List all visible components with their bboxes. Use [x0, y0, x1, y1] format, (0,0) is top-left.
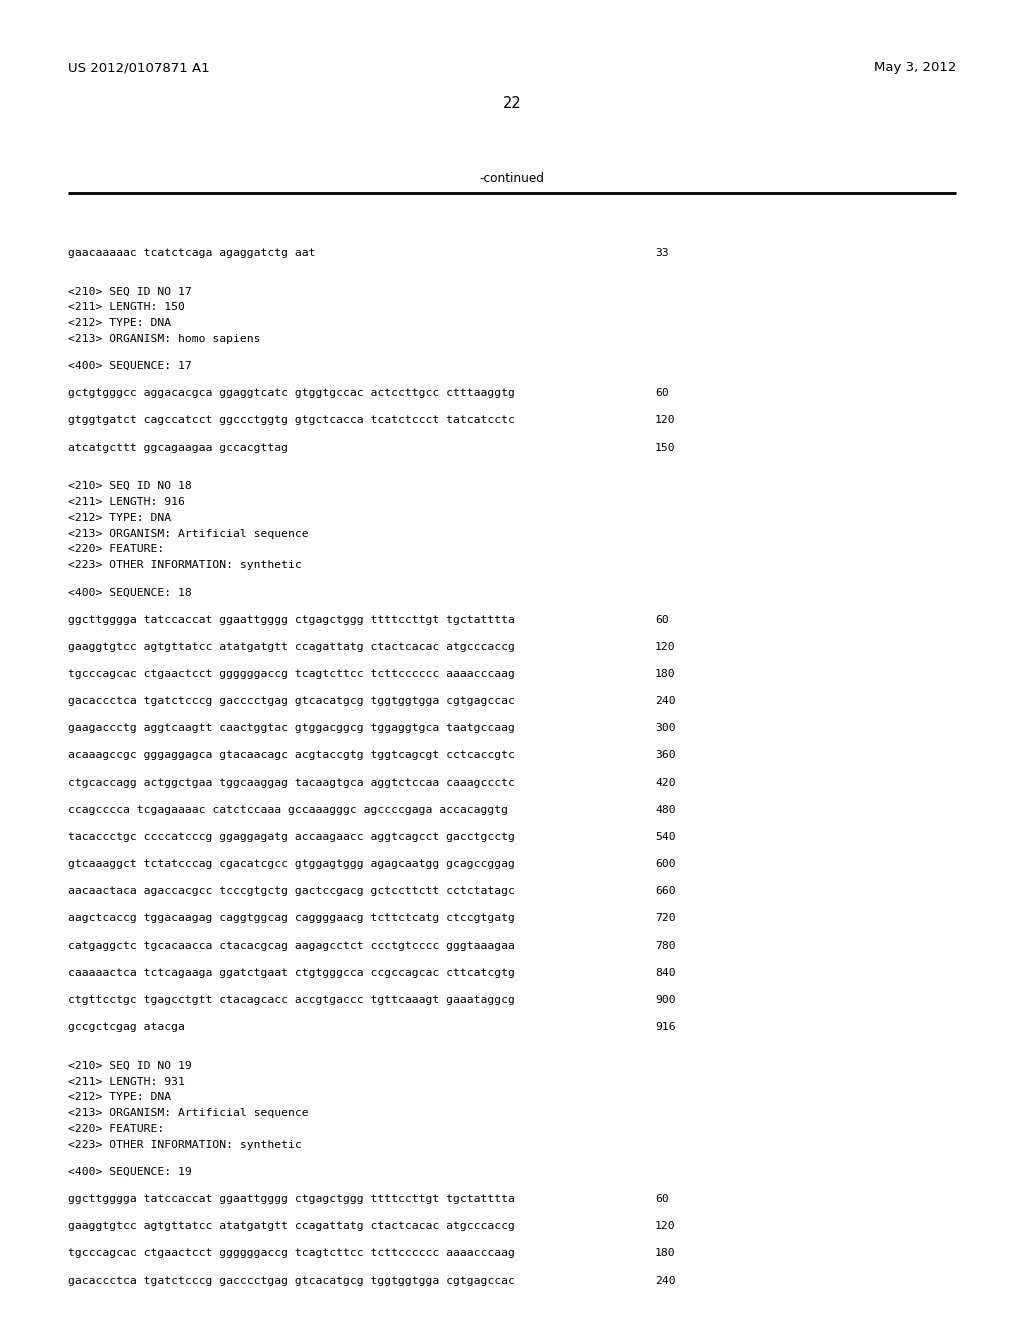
Text: 300: 300	[655, 723, 676, 734]
Text: caaaaactca tctcagaaga ggatctgaat ctgtgggcca ccgccagcac cttcatcgtg: caaaaactca tctcagaaga ggatctgaat ctgtggg…	[68, 968, 515, 978]
Text: <211> LENGTH: 916: <211> LENGTH: 916	[68, 498, 185, 507]
Text: 180: 180	[655, 669, 676, 678]
Text: tgcccagcac ctgaactcct ggggggaccg tcagtcttcc tcttcccccc aaaacccaag: tgcccagcac ctgaactcct ggggggaccg tcagtct…	[68, 669, 515, 678]
Text: gctgtgggcc aggacacgca ggaggtcatc gtggtgccac actccttgcc ctttaaggtg: gctgtgggcc aggacacgca ggaggtcatc gtggtgc…	[68, 388, 515, 399]
Text: tacaccctgc ccccatcccg ggaggagatg accaagaacc aggtcagcct gacctgcctg: tacaccctgc ccccatcccg ggaggagatg accaaga…	[68, 832, 515, 842]
Text: 120: 120	[655, 1221, 676, 1232]
Text: atcatgcttt ggcagaagaa gccacgttag: atcatgcttt ggcagaagaa gccacgttag	[68, 442, 288, 453]
Text: acaaagccgc gggaggagca gtacaacagc acgtaccgtg tggtcagcgt cctcaccgtc: acaaagccgc gggaggagca gtacaacagc acgtacc…	[68, 751, 515, 760]
Text: 840: 840	[655, 968, 676, 978]
Text: gccgctcgag atacga: gccgctcgag atacga	[68, 1022, 185, 1032]
Text: <220> FEATURE:: <220> FEATURE:	[68, 544, 164, 554]
Text: aagctcaccg tggacaagag caggtggcag caggggaacg tcttctcatg ctccgtgatg: aagctcaccg tggacaagag caggtggcag cagggga…	[68, 913, 515, 924]
Text: 360: 360	[655, 751, 676, 760]
Text: gaagaccctg aggtcaagtt caactggtac gtggacggcg tggaggtgca taatgccaag: gaagaccctg aggtcaagtt caactggtac gtggacg…	[68, 723, 515, 734]
Text: aacaactaca agaccacgcc tcccgtgctg gactccgacg gctccttctt cctctatagc: aacaactaca agaccacgcc tcccgtgctg gactccg…	[68, 886, 515, 896]
Text: <213> ORGANISM: Artificial sequence: <213> ORGANISM: Artificial sequence	[68, 528, 308, 539]
Text: 22: 22	[503, 95, 521, 111]
Text: <400> SEQUENCE: 19: <400> SEQUENCE: 19	[68, 1167, 191, 1177]
Text: ctgcaccagg actggctgaa tggcaaggag tacaagtgca aggtctccaa caaagccctc: ctgcaccagg actggctgaa tggcaaggag tacaagt…	[68, 777, 515, 788]
Text: gtggtgatct cagccatcct ggccctggtg gtgctcacca tcatctccct tatcatcctc: gtggtgatct cagccatcct ggccctggtg gtgctca…	[68, 416, 515, 425]
Text: -continued: -continued	[479, 172, 545, 185]
Text: 120: 120	[655, 416, 676, 425]
Text: 120: 120	[655, 642, 676, 652]
Text: <400> SEQUENCE: 18: <400> SEQUENCE: 18	[68, 587, 191, 598]
Text: May 3, 2012: May 3, 2012	[873, 62, 956, 74]
Text: <210> SEQ ID NO 19: <210> SEQ ID NO 19	[68, 1061, 191, 1071]
Text: ggcttgggga tatccaccat ggaattgggg ctgagctggg ttttccttgt tgctatttta: ggcttgggga tatccaccat ggaattgggg ctgagct…	[68, 1195, 515, 1204]
Text: ctgttcctgc tgagcctgtt ctacagcacc accgtgaccc tgttcaaagt gaaataggcg: ctgttcctgc tgagcctgtt ctacagcacc accgtga…	[68, 995, 515, 1005]
Text: 780: 780	[655, 941, 676, 950]
Text: gacaccctca tgatctcccg gacccctgag gtcacatgcg tggtggtgga cgtgagccac: gacaccctca tgatctcccg gacccctgag gtcacat…	[68, 1275, 515, 1286]
Text: 420: 420	[655, 777, 676, 788]
Text: gtcaaaggct tctatcccag cgacatcgcc gtggagtggg agagcaatgg gcagccggag: gtcaaaggct tctatcccag cgacatcgcc gtggagt…	[68, 859, 515, 869]
Text: catgaggctc tgcacaacca ctacacgcag aagagcctct ccctgtcccc gggtaaagaa: catgaggctc tgcacaacca ctacacgcag aagagcc…	[68, 941, 515, 950]
Text: <400> SEQUENCE: 17: <400> SEQUENCE: 17	[68, 362, 191, 371]
Text: 900: 900	[655, 995, 676, 1005]
Text: 660: 660	[655, 886, 676, 896]
Text: <213> ORGANISM: homo sapiens: <213> ORGANISM: homo sapiens	[68, 334, 260, 345]
Text: gaaggtgtcc agtgttatcc atatgatgtt ccagattatg ctactcacac atgcccaccg: gaaggtgtcc agtgttatcc atatgatgtt ccagatt…	[68, 1221, 515, 1232]
Text: <212> TYPE: DNA: <212> TYPE: DNA	[68, 318, 171, 329]
Text: <223> OTHER INFORMATION: synthetic: <223> OTHER INFORMATION: synthetic	[68, 560, 302, 570]
Text: ccagcccca tcgagaaaac catctccaaa gccaaagggc agccccgaga accacaggtg: ccagcccca tcgagaaaac catctccaaa gccaaagg…	[68, 805, 508, 814]
Text: 180: 180	[655, 1249, 676, 1258]
Text: 916: 916	[655, 1022, 676, 1032]
Text: <213> ORGANISM: Artificial sequence: <213> ORGANISM: Artificial sequence	[68, 1109, 308, 1118]
Text: tgcccagcac ctgaactcct ggggggaccg tcagtcttcc tcttcccccc aaaacccaag: tgcccagcac ctgaactcct ggggggaccg tcagtct…	[68, 1249, 515, 1258]
Text: 720: 720	[655, 913, 676, 924]
Text: <211> LENGTH: 150: <211> LENGTH: 150	[68, 302, 185, 313]
Text: 60: 60	[655, 388, 669, 399]
Text: <210> SEQ ID NO 17: <210> SEQ ID NO 17	[68, 286, 191, 297]
Text: gaacaaaaac tcatctcaga agaggatctg aat: gaacaaaaac tcatctcaga agaggatctg aat	[68, 248, 315, 257]
Text: <212> TYPE: DNA: <212> TYPE: DNA	[68, 1093, 171, 1102]
Text: 60: 60	[655, 615, 669, 624]
Text: <211> LENGTH: 931: <211> LENGTH: 931	[68, 1077, 185, 1086]
Text: 60: 60	[655, 1195, 669, 1204]
Text: gacaccctca tgatctcccg gacccctgag gtcacatgcg tggtggtgga cgtgagccac: gacaccctca tgatctcccg gacccctgag gtcacat…	[68, 696, 515, 706]
Text: 33: 33	[655, 248, 669, 257]
Text: ggcttgggga tatccaccat ggaattgggg ctgagctggg ttttccttgt tgctatttta: ggcttgggga tatccaccat ggaattgggg ctgagct…	[68, 615, 515, 624]
Text: <212> TYPE: DNA: <212> TYPE: DNA	[68, 512, 171, 523]
Text: 240: 240	[655, 696, 676, 706]
Text: 480: 480	[655, 805, 676, 814]
Text: 540: 540	[655, 832, 676, 842]
Text: <210> SEQ ID NO 18: <210> SEQ ID NO 18	[68, 482, 191, 491]
Text: gaaggtgtcc agtgttatcc atatgatgtt ccagattatg ctactcacac atgcccaccg: gaaggtgtcc agtgttatcc atatgatgtt ccagatt…	[68, 642, 515, 652]
Text: 240: 240	[655, 1275, 676, 1286]
Text: <223> OTHER INFORMATION: synthetic: <223> OTHER INFORMATION: synthetic	[68, 1139, 302, 1150]
Text: US 2012/0107871 A1: US 2012/0107871 A1	[68, 62, 210, 74]
Text: <220> FEATURE:: <220> FEATURE:	[68, 1123, 164, 1134]
Text: 600: 600	[655, 859, 676, 869]
Text: 150: 150	[655, 442, 676, 453]
